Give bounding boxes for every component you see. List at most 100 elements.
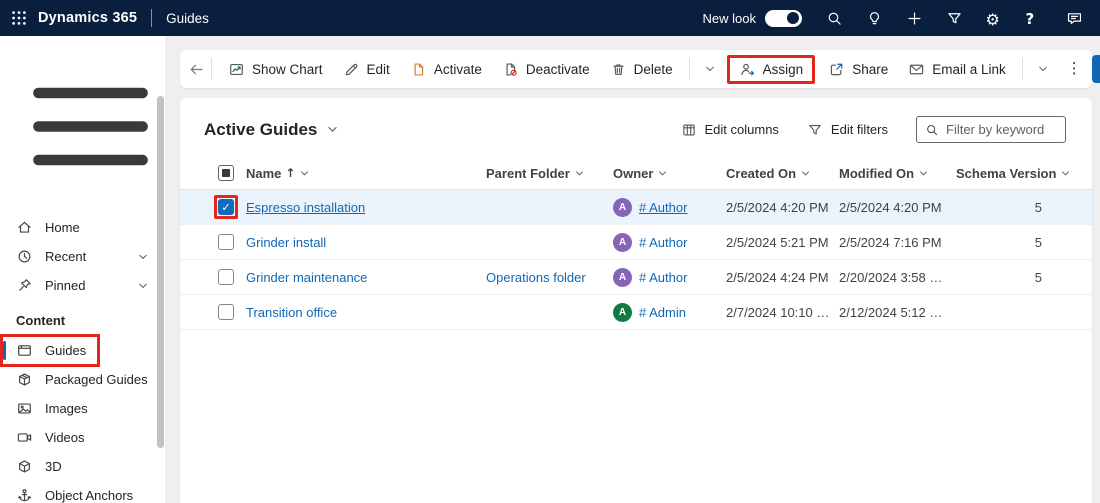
row-checkbox-cell [206,269,246,285]
activate-icon [410,61,427,78]
table-row[interactable]: Espresso installation A # Author 2/5/2024 4… [180,190,1092,225]
email-a-link-button[interactable]: Email a Link [898,56,1016,83]
activate-button[interactable]: Activate [400,56,492,83]
filter-button[interactable] [934,0,974,36]
clock-icon [16,248,33,265]
owner-avatar: A [613,197,632,217]
app-area-name[interactable]: Guides [166,10,209,26]
sidebar-item-label: Recent [45,249,87,264]
guide-name-link[interactable]: Grinder maintenance [246,269,368,285]
column-header-created-on[interactable]: Created On [726,166,839,181]
owner-link[interactable]: # Author [639,199,688,215]
chevron-down-icon [137,280,149,292]
guide-name-link[interactable]: Grinder install [246,234,327,250]
table-row[interactable]: Transition office A # Admin 2/7/2024 10:10 … [180,295,1092,330]
column-header-label: Parent Folder [486,165,570,181]
edit-icon [343,61,360,78]
column-header-parent-folder[interactable]: Parent Folder [486,166,613,181]
new-look-toggle[interactable]: New look [703,9,802,27]
column-header-name[interactable]: Name ↑ [246,166,486,181]
owner-link[interactable]: # Admin [639,304,686,320]
sidebar-item-label: Object Anchors [45,488,134,503]
share-button[interactable]: Share [818,56,898,83]
assign-button[interactable]: Assign [726,54,816,84]
sidebar-item-packaged-guides[interactable]: Packaged Guides [0,365,165,394]
top-nav-bar: Dynamics 365 Guides New look ⚙? [0,0,1100,36]
command-bar-items: Show Chart Edit Activate Deactivate Delete As… [218,54,1092,84]
hamburger-menu-button[interactable] [0,44,165,213]
feedback-button[interactable] [1054,0,1094,36]
keyword-filter-box [916,116,1066,143]
view-selector[interactable]: Active Guides [204,120,339,140]
sidebar-item-home[interactable]: Home [0,213,165,242]
row-checkbox[interactable] [218,199,234,215]
sidebar-item-recent[interactable]: Recent [0,242,165,271]
share-primary-button[interactable]: Share [1091,55,1100,83]
chevron-down-icon [326,123,339,136]
edit-columns-button[interactable]: Edit columns [681,122,779,138]
row-checkbox[interactable] [218,269,234,285]
help-button[interactable]: ? [1014,0,1054,36]
cube-icon [16,458,33,475]
select-all-checkbox[interactable] [218,165,234,181]
settings-button[interactable]: ⚙ [974,0,1014,36]
command-label: Share [852,61,889,77]
filter-icon [946,10,963,27]
lightbulb-button[interactable] [854,0,894,36]
help-icon: ? [1025,9,1035,28]
share-icon [828,61,845,78]
owner-cell: A # Author [613,197,726,217]
sidebar-item-label: Videos [45,430,85,445]
topbar-actions: New look ⚙? [703,0,1094,36]
table-row[interactable]: Grinder install A # Author 2/5/2024 5:21 PM… [180,225,1092,260]
waffle-icon[interactable] [10,9,28,27]
sidebar-item-guides[interactable]: Guides [0,334,165,367]
sidebar-scrollbar[interactable] [157,96,164,448]
row-checkbox[interactable] [218,304,234,320]
parent-folder-link[interactable]: Operations folder [486,269,586,285]
assign-icon [739,61,756,78]
sidebar-item-object-anchors[interactable]: Object Anchors [0,481,165,503]
column-header-schema-version[interactable]: Schema Version [956,166,1092,181]
delete-button[interactable]: Delete [600,56,683,83]
toggle-switch[interactable] [765,9,802,27]
videos-icon [16,429,33,446]
deactivate-button[interactable]: Deactivate [492,56,600,83]
search-button[interactable] [814,0,854,36]
command-label: Edit [366,61,390,77]
sidebar-item-label: Images [45,401,88,416]
back-button[interactable] [188,55,205,83]
owner-link[interactable]: # Author [639,269,688,285]
show-chart-button[interactable]: Show Chart [218,56,333,83]
edit-columns-label: Edit columns [704,122,779,137]
sidebar-item-pinned[interactable]: Pinned [0,271,165,300]
lightbulb-icon [866,10,883,27]
sidebar-item-videos[interactable]: Videos [0,423,165,452]
package-icon [16,371,33,388]
app-title[interactable]: Dynamics 365 [38,10,138,26]
select-all-cell [206,165,246,181]
view-actions: Edit columns Edit filters [681,116,1066,143]
row-checkbox[interactable] [218,234,234,250]
chevron-down-icon [1060,168,1071,179]
schema-version-cell: 5 [1034,269,1042,285]
row-checkbox-cell [206,234,246,250]
guide-name-link[interactable]: Transition office [246,304,338,320]
overflow-chevron-icon[interactable] [704,63,716,75]
add-button[interactable] [894,0,934,36]
keyword-filter-input[interactable] [946,122,1057,137]
column-header-label: Schema Version [956,165,1057,181]
sidebar-item-3d[interactable]: 3D [0,452,165,481]
owner-link[interactable]: # Author [639,234,688,250]
grid-header-row: Name ↑ Parent Folder Owner Created On Modifie… [180,157,1092,190]
guide-name-link[interactable]: Espresso installation [246,199,366,215]
command-bar-divider [1021,58,1023,80]
more-commands-button[interactable]: ⋮ [1066,59,1082,77]
sidebar-item-images[interactable]: Images [0,394,165,423]
table-row[interactable]: Grinder maintenance Operations folder A # A… [180,260,1092,295]
column-header-modified-on[interactable]: Modified On [839,166,956,181]
edit-filters-button[interactable]: Edit filters [807,122,888,138]
column-header-owner[interactable]: Owner [613,166,726,181]
edit-button[interactable]: Edit [333,56,400,83]
overflow-chevron-icon[interactable] [1037,63,1049,75]
